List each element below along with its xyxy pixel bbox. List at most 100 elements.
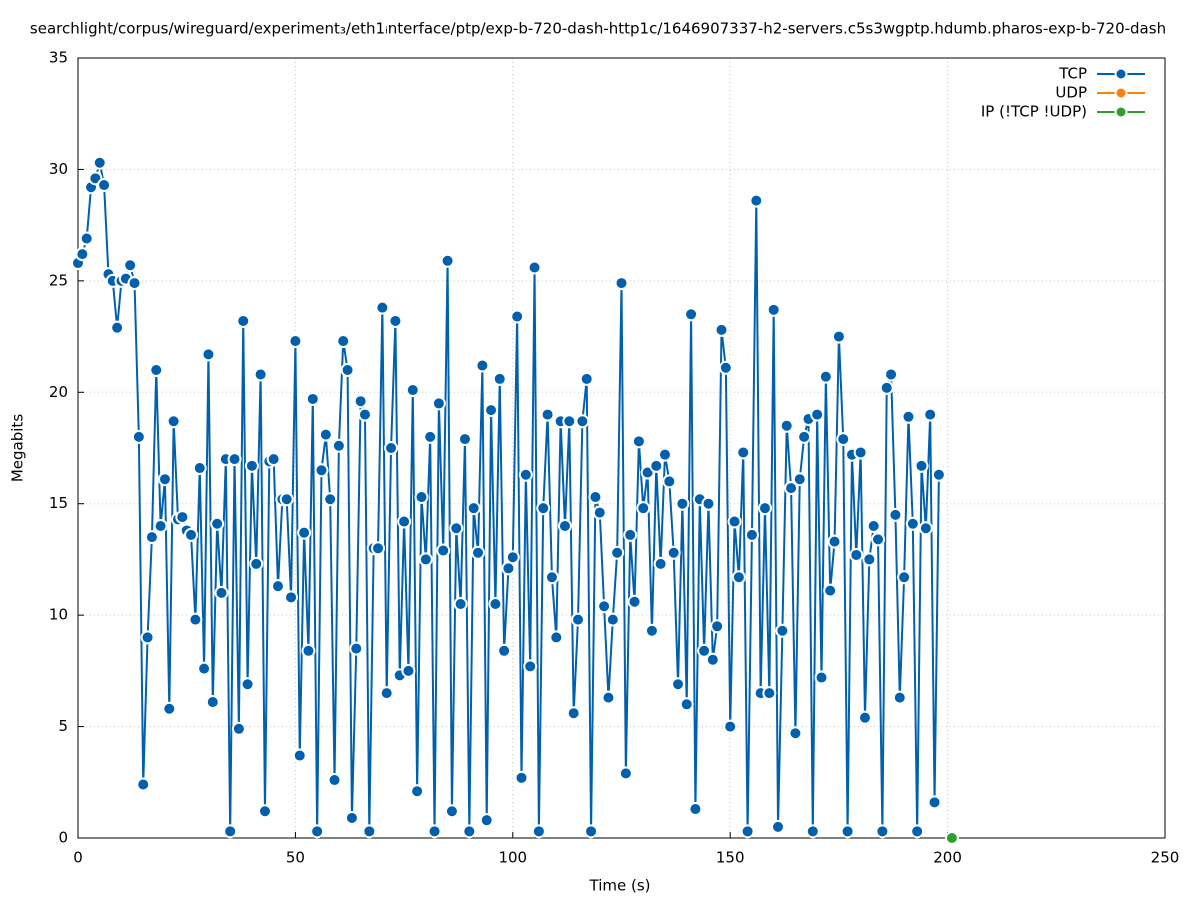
- data-point: [775, 623, 790, 638]
- data-point: [666, 545, 681, 560]
- data-point: [371, 541, 386, 556]
- data-point: [727, 514, 742, 529]
- data-point: [492, 371, 507, 386]
- data-point: [379, 686, 394, 701]
- data-point: [649, 458, 664, 473]
- data-point: [579, 371, 594, 386]
- data-point: [175, 510, 190, 525]
- data-point: [405, 383, 420, 398]
- data-point: [318, 427, 333, 442]
- data-point: [875, 824, 890, 839]
- data-point: [292, 748, 307, 763]
- data-point: [197, 661, 212, 676]
- data-point: [662, 474, 677, 489]
- data-point: [871, 532, 886, 547]
- data-point: [575, 414, 590, 429]
- data-point: [731, 570, 746, 585]
- data-point: [353, 394, 368, 409]
- y-tick-label: 5: [58, 717, 68, 735]
- x-tick-label: 50: [286, 849, 305, 867]
- legend-marker: [1114, 86, 1128, 100]
- data-point: [788, 726, 803, 741]
- data-point: [131, 429, 146, 444]
- y-tick-label: 25: [49, 271, 68, 289]
- data-point: [771, 819, 786, 834]
- data-point: [836, 432, 851, 447]
- data-point: [531, 824, 546, 839]
- data-point: [831, 329, 846, 344]
- data-point: [253, 367, 268, 382]
- data-point: [205, 695, 220, 710]
- data-point: [797, 429, 812, 444]
- data-point: [923, 407, 938, 422]
- data-point: [418, 552, 433, 567]
- data-point: [153, 519, 168, 533]
- data-point: [397, 514, 412, 529]
- data-point: [244, 458, 259, 473]
- data-point: [901, 409, 916, 424]
- data-point: [888, 507, 903, 522]
- data-point: [705, 652, 720, 667]
- data-point: [279, 492, 294, 507]
- data-point: [675, 496, 690, 511]
- data-point: [701, 496, 716, 511]
- data-point: [288, 334, 303, 349]
- data-point: [427, 824, 442, 839]
- data-point: [314, 463, 329, 478]
- y-axis-label: Megabits: [9, 414, 27, 482]
- data-point: [884, 367, 899, 382]
- data-point: [388, 313, 403, 328]
- data-point: [271, 579, 286, 594]
- data-point: [323, 492, 338, 507]
- data-point: [792, 472, 807, 487]
- data-point: [671, 677, 686, 692]
- data-point: [749, 193, 764, 208]
- y-tick-label: 35: [49, 49, 68, 67]
- data-point: [223, 824, 238, 839]
- data-point: [349, 641, 364, 656]
- data-point: [440, 253, 455, 268]
- data-point: [453, 597, 468, 611]
- data-point: [257, 804, 272, 819]
- data-point: [523, 659, 538, 674]
- data-point: [466, 501, 481, 516]
- data-point: [540, 407, 555, 422]
- data-point: [336, 334, 351, 349]
- data-point: [588, 490, 603, 505]
- data-point: [684, 307, 699, 322]
- data-point: [862, 552, 877, 567]
- y-tick-label: 20: [49, 383, 68, 401]
- data-point: [823, 583, 838, 598]
- data-point: [410, 784, 425, 799]
- data-point: [284, 590, 299, 605]
- data-point: [249, 556, 264, 571]
- data-point: [688, 802, 703, 817]
- data-point: [457, 432, 472, 447]
- data-point: [744, 527, 759, 542]
- plot-frame: [77, 57, 1166, 839]
- data-point: [475, 358, 490, 373]
- data-point: [714, 322, 729, 337]
- data-point: [214, 585, 229, 600]
- data-point: [944, 831, 959, 845]
- data-point: [805, 824, 820, 839]
- data-point: [814, 670, 829, 685]
- data-point: [549, 630, 564, 645]
- data-point: [766, 302, 781, 317]
- data-point: [614, 276, 629, 291]
- data-point: [305, 391, 320, 406]
- data-point: [436, 543, 451, 558]
- data-point: [162, 701, 177, 716]
- data-point: [927, 795, 942, 810]
- data-point: [79, 231, 94, 246]
- data-point: [914, 458, 929, 473]
- data-point: [92, 155, 107, 170]
- data-point: [166, 414, 181, 429]
- data-point: [357, 407, 372, 422]
- legend-label: IP (!TCP !UDP): [981, 103, 1087, 121]
- data-point: [136, 777, 151, 792]
- data-point: [905, 516, 920, 531]
- x-axis-label: Time (s): [589, 877, 651, 895]
- data-point: [605, 612, 620, 627]
